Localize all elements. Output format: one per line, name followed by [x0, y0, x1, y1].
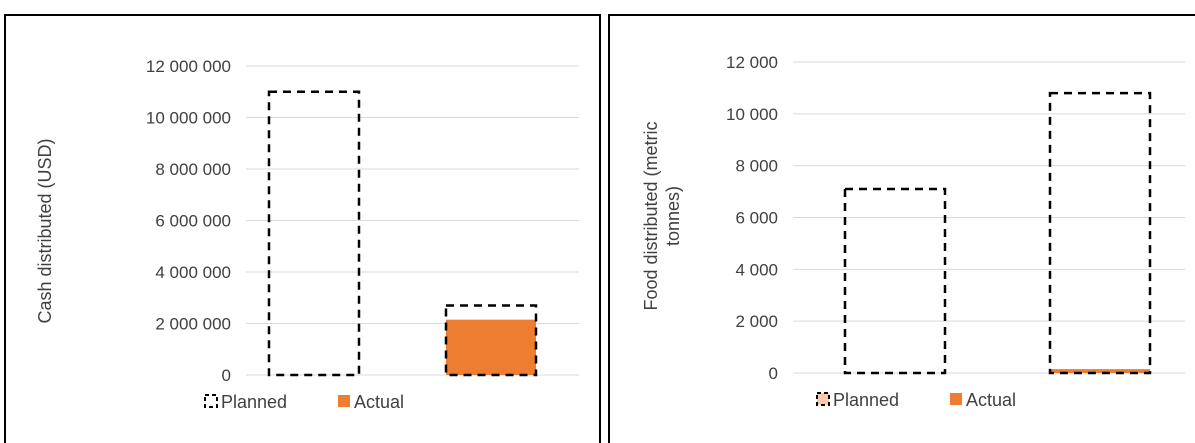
food-y-tick-label: 4 000: [735, 260, 778, 279]
cash-planned-bar: [267, 90, 361, 377]
food-y-axis-label-line: tonnes): [663, 186, 683, 246]
cash-legend-planned-swatch: [204, 394, 218, 408]
food-y-axis-label-line: Food distributed (metric: [641, 121, 661, 310]
cash-legend-actual-label: Actual: [354, 392, 404, 412]
food-legend-planned-swatch: [816, 392, 830, 406]
food-y-tick-label: 10 000: [726, 105, 778, 124]
food-y-tick-label: 12 000: [726, 53, 778, 72]
cash-y-tick-label: 8 000 000: [155, 160, 231, 179]
food-y-tick-label: 6 000: [735, 209, 778, 228]
cash-y-axis-label-line: Cash distributed (USD): [35, 138, 55, 323]
food-planned-bar: [843, 187, 947, 375]
cash-y-axis-label: Cash distributed (USD): [35, 138, 55, 323]
food-legend-actual-swatch: [950, 393, 962, 405]
food-y-tick-label: 2 000: [735, 312, 778, 331]
food-chart: 0 2 000 4 000 6 000 8 000 10 000 12 000 Food di…: [641, 53, 1185, 410]
food-planned-bar: [1048, 91, 1152, 375]
cash-y-tick-label: 2 000 000: [155, 315, 231, 334]
food-y-tick-label: 8 000: [735, 157, 778, 176]
cash-planned-bar: [444, 304, 538, 377]
food-chart-panel: 0 2 000 4 000 6 000 8 000 10 000 12 000 Food di…: [608, 14, 1195, 443]
food-actual-bar: [1050, 369, 1150, 373]
food-legend-planned-label: Planned: [833, 390, 899, 410]
cash-y-tick-label: 12 000 000: [146, 57, 231, 76]
cash-actual-bar: [446, 319, 536, 375]
cash-y-tick-label: 6 000 000: [155, 212, 231, 231]
cash-legend-actual-swatch: [338, 395, 350, 407]
food-legend-actual-label: Actual: [966, 390, 1016, 410]
cash-chart-panel: 0 2 000 000 4 000 000 6 000 000 8 000 000 10 …: [4, 14, 601, 443]
cash-y-tick-label: 0: [222, 366, 231, 385]
food-y-axis-label: Food distributed (metric tonnes): [641, 121, 683, 310]
cash-legend-planned-label: Planned: [221, 392, 287, 412]
food-y-tick-label: 0: [769, 364, 778, 383]
cash-y-tick-label: 10 000 000: [146, 109, 231, 128]
cash-chart: 0 2 000 000 4 000 000 6 000 000 8 000 000 10 …: [35, 57, 579, 412]
cash-y-tick-label: 4 000 000: [155, 263, 231, 282]
